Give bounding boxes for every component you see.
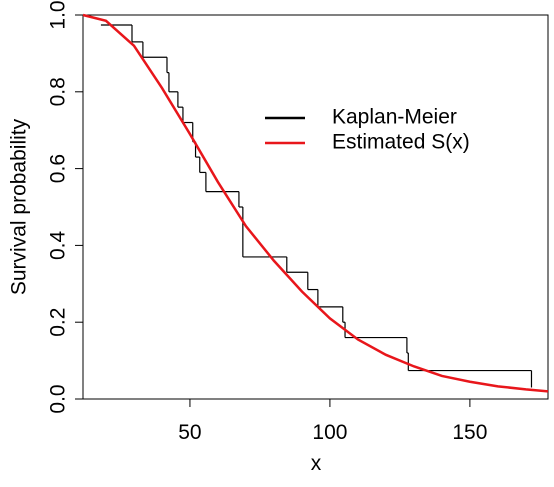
y-tick-label: 0.2 [47, 308, 70, 337]
x-tick-label: 100 [312, 421, 347, 444]
x-axis-label: x [311, 452, 322, 475]
y-tick-label: 0.4 [47, 230, 70, 260]
y-tick-label: 0.0 [47, 384, 70, 413]
y-tick-label: 0.6 [47, 154, 70, 183]
x-tick-label: 50 [178, 421, 201, 444]
y-tick-label: 1.0 [47, 0, 70, 29]
legend-label: Estimated S(x) [332, 131, 470, 154]
legend-label: Kaplan-Meier [332, 106, 457, 129]
curve [82, 13, 549, 393]
x-tick-label: 150 [452, 421, 487, 444]
y-tick-label: 0.8 [47, 77, 70, 106]
plot-frame [82, 14, 549, 400]
y-axis-label: Survival probability [8, 118, 31, 295]
